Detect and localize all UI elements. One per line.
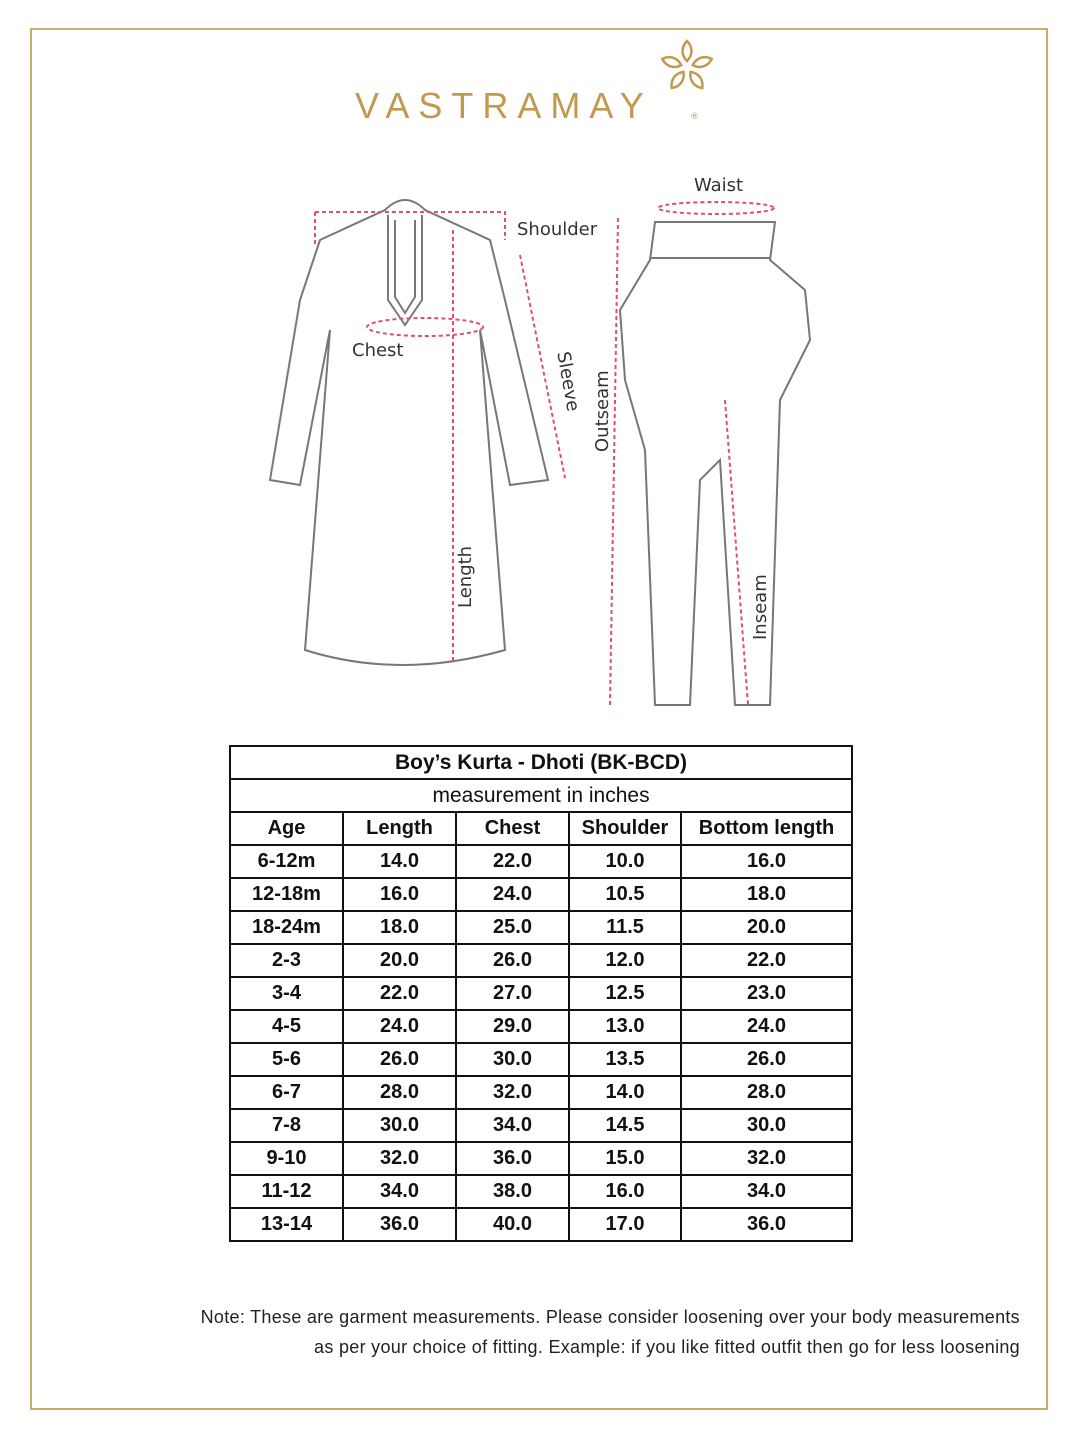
table-cell: 17.0	[568, 1207, 682, 1242]
table-cell: 10.0	[568, 844, 682, 879]
table-cell: 32.0	[679, 1141, 854, 1176]
table-cell: 22.0	[679, 943, 854, 978]
table-cell: 36.0	[342, 1207, 457, 1242]
table-cell: 12.0	[568, 943, 682, 978]
header-shoulder: Shoulder	[568, 811, 682, 846]
header-length: Length	[342, 811, 457, 846]
table-cell: 22.0	[455, 844, 570, 879]
table-cell: 6-12m	[229, 844, 344, 879]
length-label: Length	[455, 545, 476, 608]
table-cell: 20.0	[679, 910, 854, 945]
table-cell: 18.0	[342, 910, 457, 945]
table-row: 6-12m 14.0 22.0 10.0 16.0	[229, 844, 854, 879]
table-row: 9-10 32.0 36.0 15.0 32.0	[229, 1141, 854, 1176]
table-cell: 28.0	[679, 1075, 854, 1110]
table-row: 5-6 26.0 30.0 13.5 26.0	[229, 1042, 854, 1077]
table-cell: 34.0	[455, 1108, 570, 1143]
table-cell: 22.0	[342, 976, 457, 1011]
dhoti-outline	[618, 221, 812, 706]
table-cell: 30.0	[679, 1108, 854, 1143]
table-cell: 15.0	[568, 1141, 682, 1176]
table-cell: 9-10	[229, 1141, 344, 1176]
table-cell: 28.0	[342, 1075, 457, 1110]
outseam-label: Outseam	[592, 370, 613, 452]
size-chart-table: Boy’s Kurta - Dhoti (BK-BCD) measurement…	[228, 745, 854, 1242]
table-cell: 5-6	[229, 1042, 344, 1077]
table-cell: 18-24m	[229, 910, 344, 945]
table-cell: 11.5	[568, 910, 682, 945]
inseam-label: Inseam	[750, 574, 771, 640]
table-cell: 36.0	[679, 1207, 854, 1242]
table-cell: 12-18m	[229, 877, 344, 912]
table-cell: 11-12	[229, 1174, 344, 1209]
table-cell: 23.0	[679, 976, 854, 1011]
table-row: 3-4 22.0 27.0 12.5 23.0	[229, 976, 854, 1011]
table-cell: 12.5	[568, 976, 682, 1011]
table-cell: 14.5	[568, 1108, 682, 1143]
waist-label: Waist	[694, 175, 744, 196]
table-cell: 16.0	[342, 877, 457, 912]
note-line-1: Note: These are garment measurements. Pl…	[200, 1307, 1020, 1327]
table-row: 2-3 20.0 26.0 12.0 22.0	[229, 943, 854, 978]
table-cell: 24.0	[679, 1009, 854, 1044]
header-chest: Chest	[455, 811, 570, 846]
chest-label: Chest	[352, 340, 404, 361]
table-row: 7-8 30.0 34.0 14.5 30.0	[229, 1108, 854, 1143]
table-row: 12-18m 16.0 24.0 10.5 18.0	[229, 877, 854, 912]
header-row: Age Length Chest Shoulder Bottom length	[229, 811, 854, 846]
table-cell: 16.0	[568, 1174, 682, 1209]
table-title: Boy’s Kurta - Dhoti (BK-BCD)	[228, 745, 854, 780]
table-cell: 38.0	[455, 1174, 570, 1209]
table-cell: 16.0	[679, 844, 854, 879]
table-subtitle: measurement in inches	[228, 778, 854, 813]
table-cell: 14.0	[342, 844, 457, 879]
table-row: 4-5 24.0 29.0 13.0 24.0	[229, 1009, 854, 1044]
table-cell: 10.5	[568, 877, 682, 912]
table-cell: 4-5	[229, 1009, 344, 1044]
table-cell: 14.0	[568, 1075, 682, 1110]
table-cell: 32.0	[455, 1075, 570, 1110]
table-cell: 13.5	[568, 1042, 682, 1077]
table-cell: 7-8	[229, 1108, 344, 1143]
table-cell: 32.0	[342, 1141, 457, 1176]
table-cell: 36.0	[455, 1141, 570, 1176]
table-cell: 24.0	[342, 1009, 457, 1044]
table-cell: 34.0	[679, 1174, 854, 1209]
table-cell: 2-3	[229, 943, 344, 978]
table-cell: 18.0	[679, 877, 854, 912]
table-cell: 25.0	[455, 910, 570, 945]
kurta-outline	[268, 199, 550, 666]
table-cell: 13-14	[229, 1207, 344, 1242]
table-cell: 3-4	[229, 976, 344, 1011]
registered-mark: ®	[690, 112, 699, 122]
garment-diagram	[268, 199, 812, 706]
table-cell: 24.0	[455, 877, 570, 912]
fitting-note: Note: These are garment measurements. Pl…	[40, 1302, 1020, 1362]
table-cell: 34.0	[342, 1174, 457, 1209]
brand-flower-icon	[660, 39, 714, 90]
table-row: 6-7 28.0 32.0 14.0 28.0	[229, 1075, 854, 1110]
table-cell: 26.0	[679, 1042, 854, 1077]
table-cell: 30.0	[342, 1108, 457, 1143]
header-bottom-length: Bottom length	[679, 811, 854, 846]
table-row: 11-12 34.0 38.0 16.0 34.0	[229, 1174, 854, 1209]
table-row: 18-24m 18.0 25.0 11.5 20.0	[229, 910, 854, 945]
page-border	[30, 28, 1048, 1410]
table-cell: 29.0	[455, 1009, 570, 1044]
measurement-lines	[314, 201, 775, 706]
table-cell: 40.0	[455, 1207, 570, 1242]
table-cell: 27.0	[455, 976, 570, 1011]
header-age: Age	[229, 811, 344, 846]
table-row: 13-14 36.0 40.0 17.0 36.0	[229, 1207, 854, 1242]
table-cell: 6-7	[229, 1075, 344, 1110]
note-line-2: as per your choice of fitting. Example: …	[314, 1337, 1020, 1357]
table-cell: 20.0	[342, 943, 457, 978]
brand-logo-text: VASTRAMAY	[355, 85, 653, 126]
table-cell: 26.0	[455, 943, 570, 978]
table-cell: 26.0	[342, 1042, 457, 1077]
table-cell: 30.0	[455, 1042, 570, 1077]
shoulder-label: Shoulder	[517, 219, 598, 240]
table-cell: 13.0	[568, 1009, 682, 1044]
